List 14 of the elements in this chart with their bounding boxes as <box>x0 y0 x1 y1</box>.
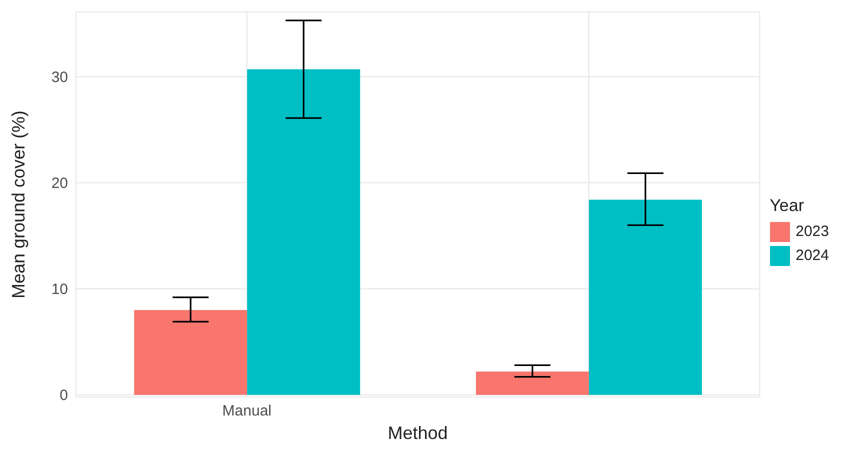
bar <box>476 372 589 395</box>
bar <box>247 69 360 395</box>
legend-label: 2024 <box>796 247 829 264</box>
x-axis-title: Method <box>388 423 448 443</box>
bar <box>588 200 702 395</box>
y-tick-label: 0 <box>60 387 68 404</box>
bar <box>134 310 248 395</box>
legend-title: Year <box>770 196 805 216</box>
x-tick-label: Manual <box>222 402 272 420</box>
legend-label: 2023 <box>796 223 829 240</box>
y-tick-label: 20 <box>51 175 68 192</box>
y-tick-label: 10 <box>51 281 68 298</box>
y-axis-title: Mean ground cover (%) <box>8 110 28 299</box>
y-tick-label: 30 <box>51 69 68 86</box>
